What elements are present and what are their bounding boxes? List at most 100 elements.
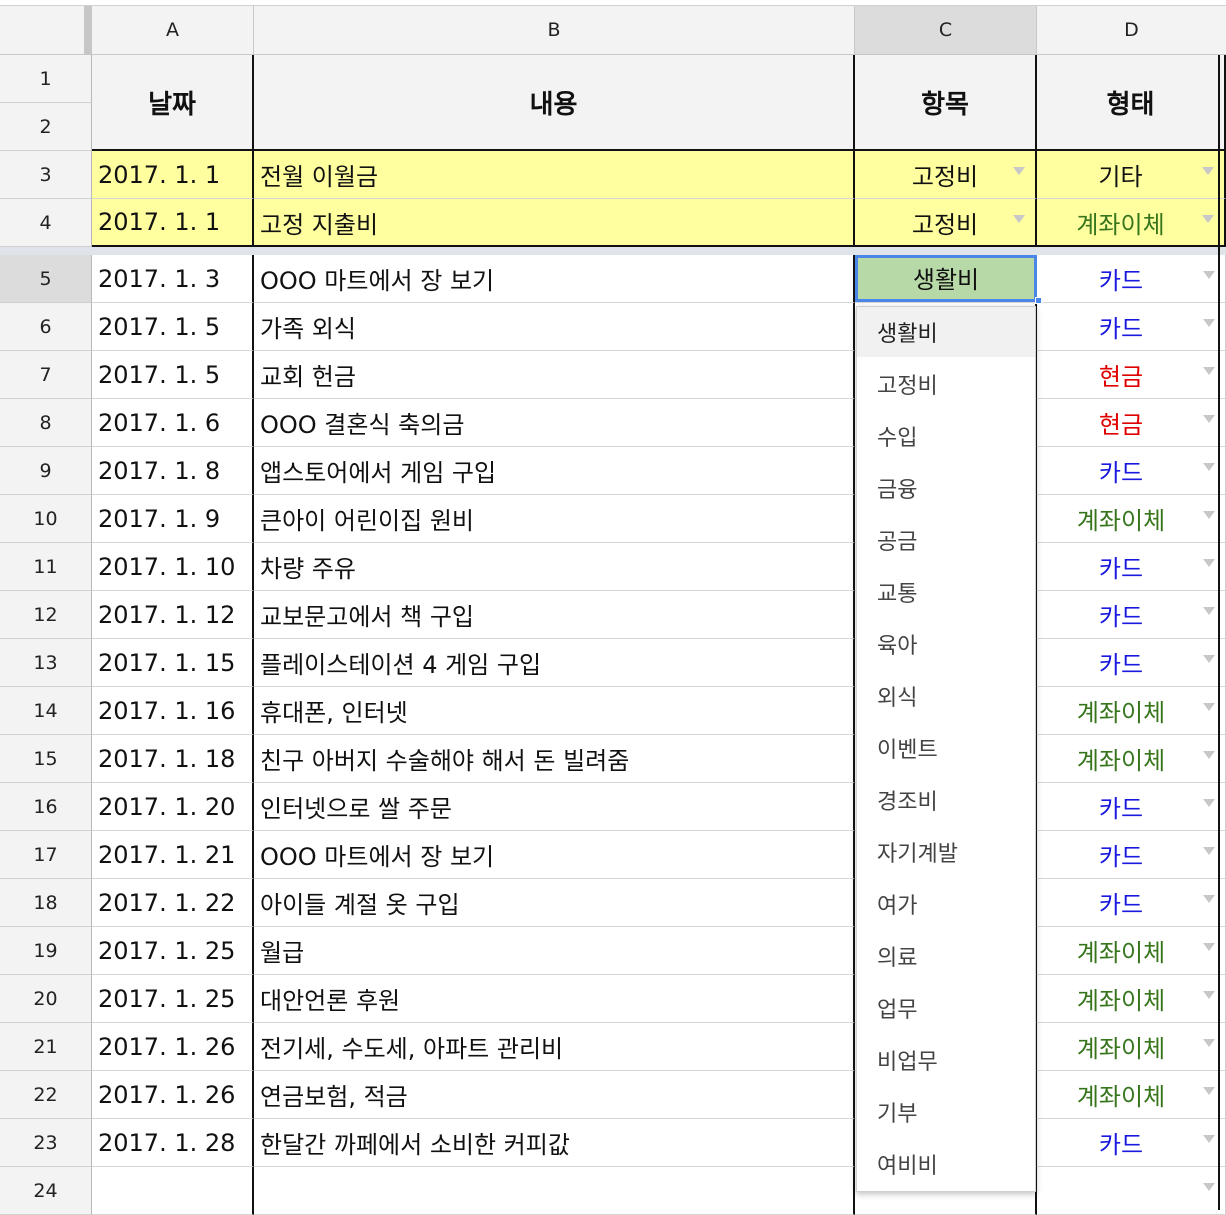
cell-date-21[interactable]: 2017. 1. 26 (92, 1023, 254, 1071)
row-header-20[interactable]: 20 (0, 975, 92, 1023)
cell-payment-24[interactable] (1037, 1167, 1226, 1215)
cell-date-7[interactable]: 2017. 1. 5 (92, 351, 254, 399)
freeze-column-handle[interactable] (84, 6, 92, 55)
cell-desc-5[interactable]: OOO 마트에서 장 보기 (254, 255, 855, 303)
row-header-24[interactable]: 24 (0, 1167, 92, 1215)
cell-payment-12[interactable]: 카드 (1037, 591, 1226, 639)
cell-payment-17[interactable]: 카드 (1037, 831, 1226, 879)
column-header-a[interactable]: A (92, 6, 254, 55)
cell-payment-8[interactable]: 현금 (1037, 399, 1226, 447)
row-header-19[interactable]: 19 (0, 927, 92, 975)
dropdown-arrow-icon[interactable] (1203, 1135, 1215, 1143)
row-header-5[interactable]: 5 (0, 255, 92, 303)
row-header-1[interactable]: 1 (0, 55, 92, 103)
cell-payment-9[interactable]: 카드 (1037, 447, 1226, 495)
cell-date-18[interactable]: 2017. 1. 22 (92, 879, 254, 927)
cell-date-9[interactable]: 2017. 1. 8 (92, 447, 254, 495)
fill-handle[interactable] (1035, 297, 1042, 304)
cell-payment-13[interactable]: 카드 (1037, 639, 1226, 687)
cell-category-4[interactable]: 고정비 (855, 199, 1037, 247)
dropdown-arrow-icon[interactable] (1203, 847, 1215, 855)
cell-date-12[interactable]: 2017. 1. 12 (92, 591, 254, 639)
dropdown-option[interactable]: 여가 (877, 894, 918, 919)
row-header-2[interactable]: 2 (0, 103, 92, 151)
cell-desc-8[interactable]: OOO 결혼식 축의금 (254, 399, 855, 447)
column-header-b[interactable]: B (254, 6, 855, 55)
row-header-12[interactable]: 12 (0, 591, 92, 639)
dropdown-arrow-icon[interactable] (1202, 215, 1214, 223)
row-header-7[interactable]: 7 (0, 351, 92, 399)
row-header-10[interactable]: 10 (0, 495, 92, 543)
cell-payment-20[interactable]: 계좌이체 (1037, 975, 1226, 1023)
dropdown-option[interactable]: 경조비 (877, 790, 938, 815)
dropdown-option[interactable]: 교통 (877, 582, 918, 607)
dropdown-arrow-icon[interactable] (1203, 943, 1215, 951)
dropdown-arrow-icon[interactable] (1203, 367, 1215, 375)
row-header-18[interactable]: 18 (0, 879, 92, 927)
row-header-16[interactable]: 16 (0, 783, 92, 831)
dropdown-arrow-icon[interactable] (1013, 167, 1025, 175)
dropdown-arrow-icon[interactable] (1013, 215, 1025, 223)
cell-desc-6[interactable]: 가족 외식 (254, 303, 855, 351)
cell-payment-11[interactable]: 카드 (1037, 543, 1226, 591)
cell-payment-22[interactable]: 계좌이체 (1037, 1071, 1226, 1119)
cell-date-6[interactable]: 2017. 1. 5 (92, 303, 254, 351)
dropdown-option[interactable]: 외식 (877, 686, 918, 711)
dropdown-option[interactable]: 여비비 (877, 1154, 938, 1179)
dropdown-option[interactable]: 육아 (877, 634, 918, 659)
cell-date-4[interactable]: 2017. 1. 1 (92, 199, 254, 247)
dropdown-option[interactable]: 비업무 (877, 1050, 938, 1075)
cell-payment-18[interactable]: 카드 (1037, 879, 1226, 927)
dropdown-arrow-icon[interactable] (1203, 559, 1215, 567)
cell-desc-3[interactable]: 전월 이월금 (254, 151, 855, 199)
dropdown-option[interactable]: 수입 (877, 426, 918, 451)
cell-date-20[interactable]: 2017. 1. 25 (92, 975, 254, 1023)
header-cell-payment[interactable]: 형태 (1037, 55, 1226, 151)
dropdown-option[interactable]: 생활비 (857, 307, 1035, 357)
cell-payment-16[interactable]: 카드 (1037, 783, 1226, 831)
cell-date-16[interactable]: 2017. 1. 20 (92, 783, 254, 831)
dropdown-arrow-icon[interactable] (1203, 415, 1215, 423)
header-cell-date[interactable]: 날짜 (92, 55, 254, 151)
dropdown-option[interactable]: 금융 (877, 478, 918, 503)
cell-date-13[interactable]: 2017. 1. 15 (92, 639, 254, 687)
cell-desc-21[interactable]: 전기세, 수도세, 아파트 관리비 (254, 1023, 855, 1071)
cell-desc-19[interactable]: 월급 (254, 927, 855, 975)
row-header-15[interactable]: 15 (0, 735, 92, 783)
dropdown-arrow-icon[interactable] (1203, 1087, 1215, 1095)
cell-desc-15[interactable]: 친구 아버지 수술해야 해서 돈 빌려줌 (254, 735, 855, 783)
header-cell-category[interactable]: 항목 (855, 55, 1037, 151)
cell-desc-18[interactable]: 아이들 계절 옷 구입 (254, 879, 855, 927)
dropdown-arrow-icon[interactable] (1203, 319, 1215, 327)
row-header-22[interactable]: 22 (0, 1071, 92, 1119)
cell-desc-17[interactable]: OOO 마트에서 장 보기 (254, 831, 855, 879)
dropdown-arrow-icon[interactable] (1203, 799, 1215, 807)
cell-date-3[interactable]: 2017. 1. 1 (92, 151, 254, 199)
dropdown-arrow-icon[interactable] (1203, 1039, 1215, 1047)
row-header-3[interactable]: 3 (0, 151, 92, 199)
row-header-4[interactable]: 4 (0, 199, 92, 247)
dropdown-option[interactable]: 이벤트 (877, 738, 938, 763)
cell-desc-14[interactable]: 휴대폰, 인터넷 (254, 687, 855, 735)
cell-desc-24[interactable] (254, 1167, 855, 1215)
cell-desc-20[interactable]: 대안언론 후원 (254, 975, 855, 1023)
cell-category-3[interactable]: 고정비 (855, 151, 1037, 199)
dropdown-option[interactable]: 의료 (877, 946, 918, 971)
dropdown-option[interactable]: 공금 (877, 530, 918, 555)
cell-desc-9[interactable]: 앱스토어에서 게임 구입 (254, 447, 855, 495)
cell-payment-19[interactable]: 계좌이체 (1037, 927, 1226, 975)
dropdown-arrow-icon[interactable] (1203, 1183, 1215, 1191)
dropdown-option[interactable]: 자기계발 (877, 842, 958, 867)
dropdown-arrow-icon[interactable] (1203, 511, 1215, 519)
cell-desc-13[interactable]: 플레이스테이션 4 게임 구입 (254, 639, 855, 687)
row-header-8[interactable]: 8 (0, 399, 92, 447)
select-all-corner[interactable] (0, 6, 92, 55)
column-header-d[interactable]: D (1037, 6, 1226, 55)
cell-date-19[interactable]: 2017. 1. 25 (92, 927, 254, 975)
cell-desc-23[interactable]: 한달간 까페에서 소비한 커피값 (254, 1119, 855, 1167)
column-header-c[interactable]: C (855, 6, 1037, 55)
dropdown-arrow-icon[interactable] (1203, 271, 1215, 279)
cell-payment-7[interactable]: 현금 (1037, 351, 1226, 399)
cell-date-24[interactable] (92, 1167, 254, 1215)
row-header-17[interactable]: 17 (0, 831, 92, 879)
